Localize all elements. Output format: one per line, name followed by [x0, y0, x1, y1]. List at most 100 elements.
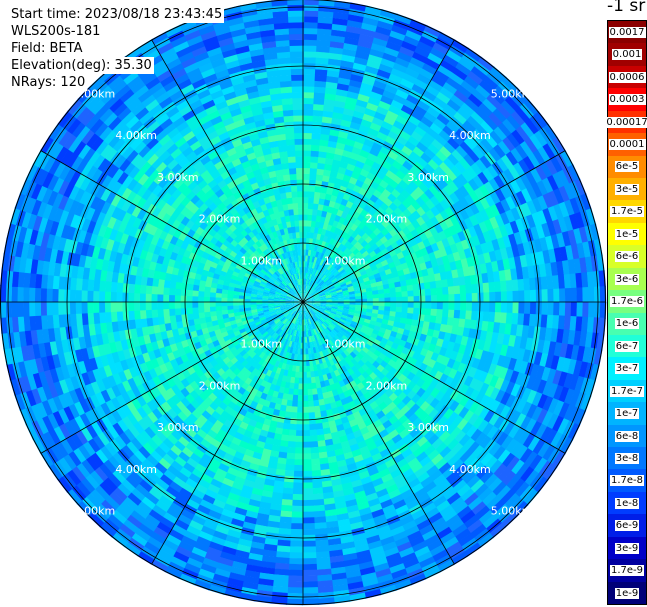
radar-gate	[473, 223, 484, 236]
radar-gate	[447, 286, 455, 295]
radar-gate	[547, 288, 554, 304]
radar-gate	[373, 219, 382, 229]
radar-gate	[378, 126, 392, 137]
radar-gate	[520, 387, 532, 403]
radar-gate	[430, 308, 438, 317]
radar-gate	[405, 423, 417, 434]
radar-gate	[413, 307, 420, 315]
radar-gate	[469, 202, 481, 216]
radar-gate	[17, 300, 24, 317]
radar-gate	[459, 141, 473, 155]
radar-gate	[369, 147, 381, 157]
radar-gate	[465, 302, 473, 312]
radar-gate	[456, 268, 465, 279]
radar-gate	[378, 100, 392, 111]
radar-gate	[495, 485, 512, 501]
radar-gate	[329, 251, 336, 259]
radar-gate	[304, 284, 307, 291]
radar-gate	[447, 153, 460, 167]
radar-gate	[435, 150, 448, 163]
radar-gate	[533, 351, 543, 367]
radar-gate	[434, 223, 444, 234]
radar-gate	[426, 328, 435, 338]
radar-gate	[337, 276, 344, 282]
radar-gate	[366, 294, 374, 299]
radar-gate	[319, 305, 327, 309]
radar-gate	[484, 134, 499, 149]
radar-gate	[541, 302, 549, 316]
radar-gate	[395, 311, 402, 318]
radar-gate	[515, 106, 531, 124]
radar-gate	[309, 255, 313, 263]
radar-gate	[487, 228, 498, 242]
radar-gate	[433, 401, 445, 413]
radar-gate	[335, 287, 343, 292]
radar-gate	[357, 173, 368, 183]
radar-gate	[442, 294, 449, 303]
radar-gate	[330, 330, 337, 337]
radar-gate	[402, 125, 415, 137]
radar-gate	[479, 209, 490, 223]
radar-gate	[424, 229, 434, 240]
radar-gate	[326, 304, 333, 307]
radar-gate	[550, 156, 564, 174]
radar-gate	[400, 448, 413, 460]
radar-gate	[28, 286, 36, 302]
radar-gate	[328, 284, 335, 289]
radar-gate	[326, 146, 337, 154]
radar-gate	[469, 479, 485, 494]
radar-gate	[349, 351, 357, 359]
radar-gate	[343, 349, 350, 357]
radar-gate	[471, 338, 480, 350]
radar-gate	[308, 196, 315, 204]
radar-gate	[515, 462, 530, 480]
radar-gate	[453, 370, 463, 383]
radar-gate	[504, 222, 515, 237]
radar-gate	[403, 35, 421, 47]
radar-gate	[446, 454, 460, 468]
radar-gate	[286, 581, 303, 588]
radar-gate	[378, 302, 385, 307]
radar-gate	[505, 196, 517, 211]
radar-gate	[314, 303, 321, 306]
radar-gate	[401, 40, 418, 53]
radar-gate	[287, 441, 296, 448]
radar-gate	[428, 184, 440, 197]
radar-gate	[302, 528, 316, 536]
radar-gate	[563, 183, 576, 201]
radar-gate	[434, 426, 447, 439]
radar-gate	[427, 358, 437, 369]
radar-gate	[471, 445, 485, 459]
radar-gate	[432, 361, 442, 372]
radar-gate	[330, 291, 338, 295]
radar-gate	[429, 195, 441, 207]
radar-gate	[331, 292, 338, 297]
radar-gate	[507, 357, 518, 372]
radar-gate	[338, 71, 353, 80]
radar-gate	[81, 289, 88, 302]
radar-gate	[505, 209, 516, 224]
radar-gate	[458, 185, 470, 198]
radar-gate	[418, 182, 430, 194]
radar-gate	[354, 260, 363, 268]
radar-gate	[464, 386, 475, 399]
radar-gate	[350, 342, 358, 350]
radar-gate	[513, 255, 523, 270]
radar-gate	[303, 86, 316, 93]
radar-gate	[324, 278, 331, 284]
radar-gate	[494, 214, 505, 228]
radar-gate	[479, 263, 488, 275]
radar-gate	[361, 302, 368, 306]
radar-gate	[343, 297, 350, 301]
radar-gate	[449, 192, 461, 205]
radar-gate	[439, 59, 457, 73]
radar-gate	[570, 287, 578, 304]
radar-gate	[319, 306, 326, 310]
radar-gate	[561, 260, 570, 276]
radar-gate	[502, 333, 511, 347]
radar-gate	[314, 74, 328, 82]
radar-gate	[441, 509, 458, 523]
radar-gate	[469, 214, 480, 227]
radar-gate	[314, 284, 320, 290]
radar-gate	[347, 235, 355, 244]
